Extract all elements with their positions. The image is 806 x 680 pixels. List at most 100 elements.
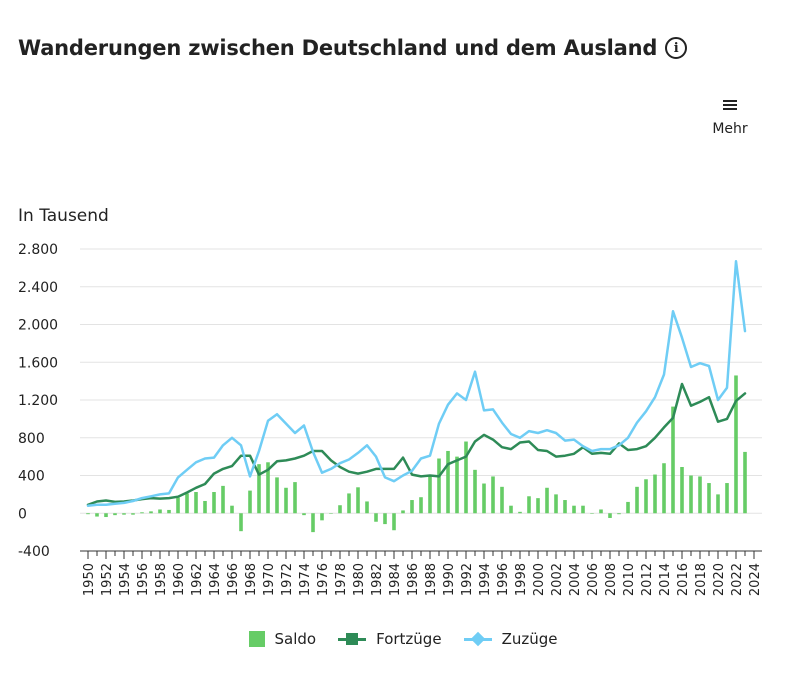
saldo-bar	[149, 511, 153, 514]
saldo-bar	[617, 513, 621, 515]
saldo-bar	[527, 496, 531, 514]
saldo-bar	[581, 505, 585, 514]
saldo-bar	[113, 513, 117, 516]
x-tick-label: 1974	[298, 563, 313, 596]
saldo-bar	[284, 487, 288, 514]
saldo-bar	[212, 492, 216, 514]
x-tick-label: 1958	[154, 563, 169, 596]
saldo-bar	[572, 505, 576, 514]
x-tick-label: 2012	[640, 563, 655, 596]
x-tick-label: 1988	[424, 563, 439, 596]
saldo-bar	[302, 513, 306, 516]
more-menu-button[interactable]: Mehr	[706, 100, 754, 137]
saldo-bar	[536, 498, 540, 514]
chart-plot: -400 0 400 800 1.200 1.600 2.000 2.400 2.800 1950…	[18, 242, 763, 596]
saldo-bar	[338, 505, 342, 514]
saldo-bar	[356, 487, 360, 514]
saldo-bar	[122, 513, 126, 515]
saldo-bar	[446, 450, 450, 514]
saldo-bar	[257, 464, 261, 514]
saldo-bar	[347, 493, 351, 514]
saldo-bar	[725, 483, 729, 514]
fortzuege-line	[86, 382, 747, 507]
hamburger-menu-icon	[723, 100, 737, 110]
saldo-bar	[500, 486, 504, 514]
saldo-bar	[428, 474, 432, 514]
saldo-bar	[311, 513, 315, 533]
x-tick-label: 2018	[694, 563, 709, 596]
x-tick-label: 1960	[172, 563, 187, 596]
saldo-bar	[275, 477, 279, 514]
saldo-bar	[698, 476, 702, 514]
x-tick-label: 2002	[550, 563, 565, 596]
saldo-bar	[707, 483, 711, 514]
saldo-bar	[599, 509, 603, 514]
x-tick-label: 1952	[100, 563, 115, 596]
y-tick-label: -400	[18, 544, 50, 560]
saldo-bar	[158, 509, 162, 514]
saldo-bar	[437, 458, 441, 514]
x-tick-label: 1998	[514, 563, 529, 596]
x-tick-label: 1966	[226, 563, 241, 596]
zuzuege-swatch-icon	[463, 631, 492, 647]
x-tick-label: 1964	[208, 563, 223, 596]
y-tick-label: 0	[18, 506, 27, 522]
x-tick-label: 1956	[136, 563, 151, 596]
x-tick-label: 1970	[262, 563, 277, 596]
saldo-bar	[734, 375, 738, 514]
saldo-bar	[509, 505, 513, 514]
saldo-bar	[365, 501, 369, 514]
chart-legend: Saldo Fortzüge Zuzüge	[0, 630, 806, 648]
x-tick-label: 1982	[370, 563, 385, 596]
x-tick-label: 1954	[118, 563, 133, 596]
saldo-bar	[482, 483, 486, 514]
x-tick-label: 1992	[460, 563, 475, 596]
x-tick-label: 1962	[190, 563, 205, 596]
x-tick-label: 1996	[496, 563, 511, 596]
saldo-bar	[293, 482, 297, 514]
saldo-bar	[86, 513, 90, 515]
legend-item-fortzuege[interactable]: Fortzüge	[338, 630, 442, 648]
saldo-bar	[401, 510, 405, 514]
x-tick-label: 1978	[334, 563, 349, 596]
saldo-bar	[104, 513, 108, 518]
saldo-bar	[320, 513, 324, 521]
chart-title-row: Wanderungen zwischen Deutschland und dem…	[18, 36, 688, 60]
x-tick-label: 1986	[406, 563, 421, 596]
legend-label-fortzuege: Fortzüge	[376, 630, 442, 648]
legend-item-zuzuege[interactable]: Zuzüge	[463, 630, 557, 648]
y-tick-label: 2.400	[18, 280, 58, 296]
saldo-bar	[743, 451, 747, 514]
info-icon[interactable]: i	[665, 37, 688, 59]
saldo-bar	[176, 497, 180, 514]
x-tick-label: 1984	[388, 563, 403, 596]
saldo-bar	[194, 492, 198, 514]
x-tick-label: 2016	[676, 563, 691, 596]
x-tick-label: 2006	[586, 563, 601, 596]
saldo-bar	[626, 501, 630, 514]
fortzuege-swatch-icon	[338, 631, 367, 647]
y-tick-label: 2.800	[18, 242, 58, 258]
saldo-bar	[608, 513, 612, 518]
saldo-bar	[689, 475, 693, 514]
saldo-bar	[266, 462, 270, 514]
x-tick-label: 1980	[352, 563, 367, 596]
saldo-bar	[383, 513, 387, 525]
x-tick-label: 1950	[82, 563, 97, 596]
y-tick-label: 1.600	[18, 355, 58, 371]
saldo-bar	[185, 493, 189, 514]
saldo-bar	[95, 513, 99, 517]
zuzuege-line	[86, 260, 747, 507]
legend-item-saldo[interactable]: Saldo	[248, 630, 316, 648]
saldo-bar	[554, 494, 558, 514]
saldo-bar	[491, 476, 495, 514]
saldo-bar	[455, 456, 459, 514]
saldo-bar	[473, 469, 477, 514]
saldo-bar	[230, 505, 234, 514]
saldo-bar	[716, 494, 720, 514]
y-tick-label: 400	[18, 469, 45, 485]
x-tick-label: 1976	[316, 563, 331, 596]
chart-title: Wanderungen zwischen Deutschland und dem…	[18, 36, 658, 60]
saldo-bar	[653, 474, 657, 514]
saldo-bar	[518, 511, 522, 514]
